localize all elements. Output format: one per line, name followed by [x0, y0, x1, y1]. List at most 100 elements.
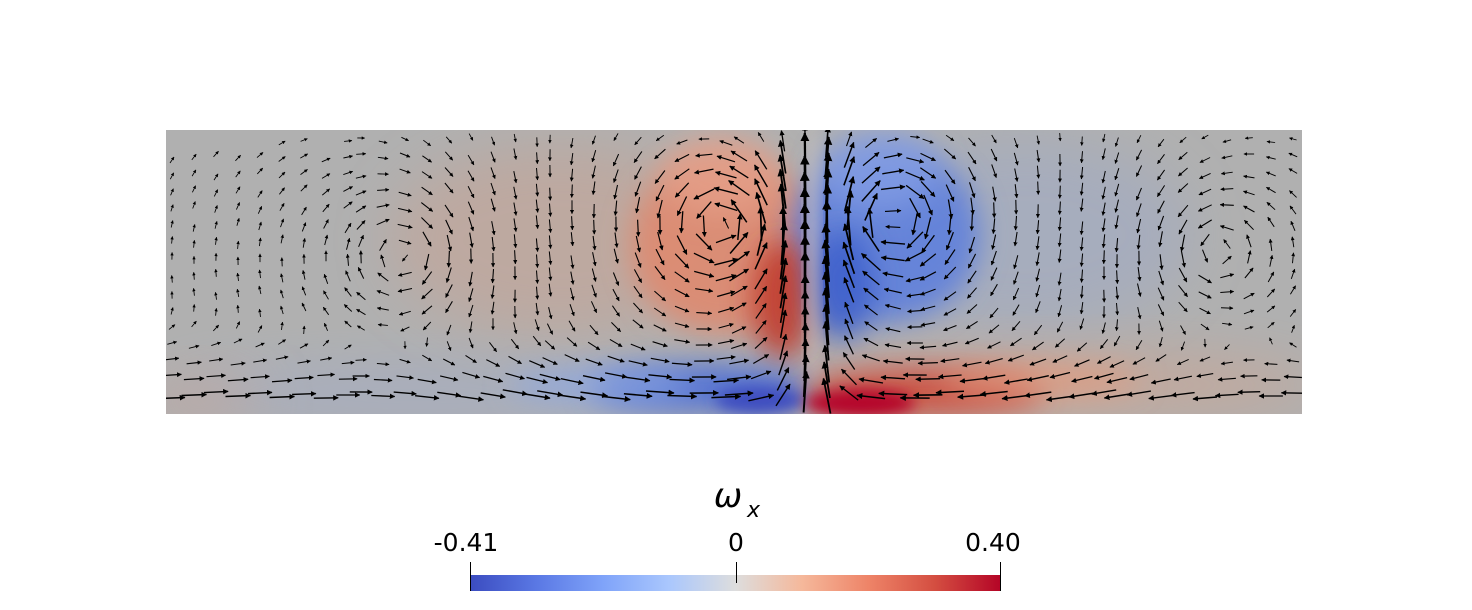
velocity-arrow: [301, 286, 307, 296]
velocity-arrow: [1032, 341, 1044, 351]
velocity-arrow: [191, 320, 197, 328]
velocity-arrow: [491, 136, 496, 146]
velocity-arrow: [344, 139, 353, 143]
velocity-arrow: [1057, 217, 1062, 232]
velocity-arrow: [1243, 174, 1255, 179]
colorbar-tick-label-max: 0.40: [965, 528, 1021, 557]
velocity-arrow: [1178, 219, 1188, 235]
velocity-arrow: [882, 271, 904, 278]
velocity-arrow: [548, 283, 553, 297]
velocity-arrow: [613, 184, 619, 200]
velocity-arrow: [863, 337, 879, 347]
velocity-arrow: [280, 305, 284, 315]
velocity-arrow: [904, 250, 926, 262]
velocity-arrow: [696, 310, 713, 316]
velocity-arrow: [322, 339, 330, 347]
velocity-arrow: [731, 326, 747, 334]
velocity-arrow: [1197, 204, 1212, 212]
velocity-arrow: [1101, 234, 1106, 249]
velocity-arrow: [674, 288, 690, 298]
velocity-arrow: [667, 393, 698, 400]
velocity-arrow: [654, 290, 666, 302]
velocity-arrow: [590, 301, 598, 314]
velocity-arrow: [1011, 320, 1021, 332]
colorbar-title-sub: x: [746, 498, 761, 523]
velocity-arrow: [1290, 236, 1295, 248]
velocity-arrow: [921, 234, 935, 254]
velocity-arrow: [711, 393, 742, 400]
velocity-arrow: [1113, 335, 1121, 347]
velocity-arrow: [1103, 393, 1130, 401]
velocity-arrow: [1013, 255, 1019, 270]
vorticity-region-shear-right-peak: [805, 389, 915, 414]
velocity-arrow: [1099, 338, 1109, 350]
velocity-arrow: [1114, 238, 1119, 253]
velocity-arrow: [632, 319, 644, 329]
velocity-arrow: [569, 138, 574, 149]
velocity-arrow: [1115, 302, 1120, 316]
velocity-arrow: [1035, 236, 1040, 251]
velocity-arrow: [256, 152, 264, 158]
velocity-arrow: [884, 303, 901, 310]
velocity-arrow: [730, 199, 748, 223]
velocity-arrow: [635, 219, 641, 237]
velocity-arrow: [269, 393, 295, 400]
velocity-arrow: [626, 376, 651, 383]
velocity-arrow: [186, 360, 202, 365]
velocity-arrow: [446, 250, 452, 268]
velocity-arrow: [294, 375, 314, 381]
velocity-arrow: [607, 355, 625, 363]
velocity-arrow: [247, 389, 273, 396]
velocity-arrow: [570, 232, 575, 247]
velocity-arrow: [502, 389, 528, 397]
velocity-arrow: [317, 372, 336, 378]
velocity-arrow: [508, 355, 522, 365]
velocity-arrow: [754, 336, 768, 350]
velocity-arrow: [301, 302, 307, 312]
velocity-arrow: [1178, 151, 1188, 161]
velocity-arrow: [674, 253, 690, 269]
velocity-arrow: [468, 288, 474, 303]
velocity-arrow: [1058, 132, 1062, 142]
velocity-arrow: [417, 378, 437, 385]
velocity-arrow: [1177, 204, 1189, 218]
velocity-arrow: [715, 234, 737, 244]
velocity-arrow: [592, 219, 597, 235]
velocity-arrow: [1214, 392, 1239, 399]
velocity-arrow: [1180, 250, 1187, 268]
velocity-arrow: [1289, 205, 1297, 215]
velocity-arrow: [170, 307, 174, 315]
velocity-arrow: [654, 148, 666, 160]
velocity-arrow: [279, 202, 285, 211]
velocity-arrow: [1036, 165, 1041, 179]
velocity-arrow: [275, 355, 289, 360]
velocity-arrow: [1014, 184, 1019, 199]
velocity-arrow: [421, 186, 433, 196]
velocity-arrow: [344, 320, 352, 328]
velocity-arrow: [591, 135, 596, 145]
velocity-arrow: [513, 148, 518, 160]
velocity-arrow: [1014, 168, 1019, 182]
velocity-arrow: [297, 359, 311, 364]
velocity-arrow: [654, 266, 666, 280]
velocity-arrow: [729, 268, 749, 282]
velocity-arrow: [1222, 322, 1233, 327]
velocity-arrow: [753, 353, 770, 365]
velocity-arrow: [1198, 291, 1212, 299]
velocity-arrow: [376, 362, 390, 367]
velocity-arrow: [1012, 304, 1020, 316]
velocity-arrow: [906, 231, 924, 249]
velocity-arrow: [880, 374, 906, 381]
velocity-arrow: [258, 221, 262, 231]
velocity-arrow: [442, 358, 456, 366]
velocity-arrow: [235, 154, 241, 162]
velocity-arrow: [1157, 304, 1165, 316]
velocity-arrow: [947, 215, 952, 236]
velocity-arrow: [214, 220, 218, 229]
velocity-arrow: [591, 284, 597, 298]
velocity-arrow: [733, 136, 745, 144]
velocity-arrow: [535, 254, 540, 269]
velocity-arrow: [166, 372, 182, 378]
vorticity-region-shear-left-tail: [510, 367, 690, 403]
velocity-arrow: [280, 218, 285, 228]
